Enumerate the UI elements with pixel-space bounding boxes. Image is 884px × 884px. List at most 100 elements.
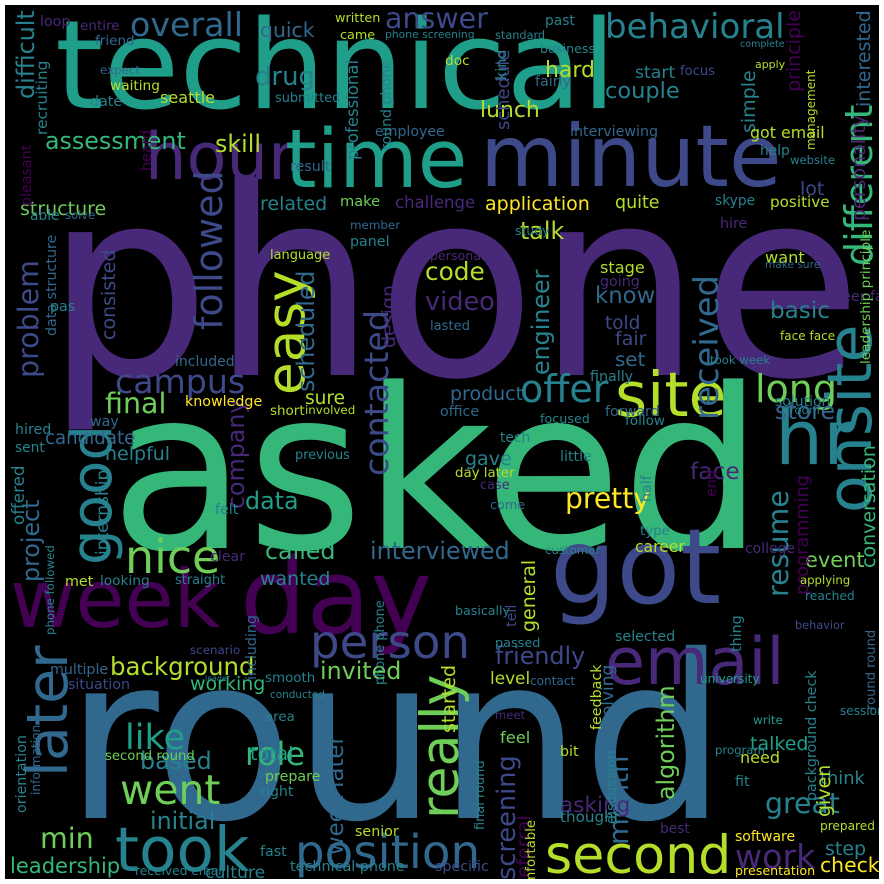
- cloud-word: sure: [305, 388, 345, 409]
- cloud-word: interested: [853, 10, 875, 107]
- cloud-word: basic: [770, 298, 830, 324]
- cloud-word: couple: [605, 78, 680, 104]
- cloud-word: smooth: [265, 671, 316, 686]
- cloud-word: language: [270, 248, 331, 263]
- cloud-word: thought: [560, 808, 620, 826]
- cloud-word: university: [700, 672, 760, 686]
- cloud-word: loop: [40, 14, 71, 30]
- cloud-word: gave: [465, 448, 512, 470]
- cloud-word: skype: [715, 193, 756, 209]
- cloud-word: way: [90, 414, 119, 430]
- cloud-word: leadership: [10, 853, 121, 878]
- cloud-word: email: [605, 625, 785, 700]
- cloud-word: know: [595, 283, 656, 309]
- cloud-word: website: [790, 153, 836, 167]
- cloud-word: interviewed: [370, 537, 510, 565]
- cloud-word: comfortable: [524, 819, 539, 879]
- cloud-word: lasted: [430, 319, 470, 334]
- cloud-word: day later: [455, 466, 515, 481]
- cloud-word: kind: [494, 49, 510, 80]
- cloud-word: talked: [750, 733, 809, 755]
- cloud-word: panel: [350, 234, 390, 250]
- cloud-word: feel: [500, 728, 531, 747]
- cloud-word: career fair: [820, 289, 879, 305]
- cloud-word: little: [560, 449, 592, 465]
- cloud-word: behavior: [795, 619, 845, 632]
- cloud-word: session: [840, 704, 879, 718]
- cloud-word: software: [735, 829, 796, 845]
- cloud-word: position: [295, 826, 481, 879]
- cloud-word: want: [765, 248, 805, 267]
- cloud-word: hired: [15, 422, 52, 438]
- cloud-word: knowledge: [185, 394, 263, 410]
- cloud-word: store: [775, 397, 836, 425]
- cloud-word: contact: [530, 674, 576, 688]
- cloud-word: engineer: [527, 269, 555, 375]
- cloud-word: pas: [50, 299, 76, 315]
- cloud-word: talk: [520, 217, 565, 245]
- cloud-word: included: [175, 354, 235, 370]
- cloud-word: related: [260, 193, 328, 215]
- cloud-word: followed: [187, 170, 231, 330]
- cloud-word: person: [310, 616, 471, 670]
- cloud-word: second: [545, 826, 732, 879]
- cloud-word: conversation: [858, 445, 879, 568]
- cloud-word: discussion: [604, 750, 620, 824]
- cloud-word: design: [378, 284, 400, 348]
- cloud-word: meet: [495, 708, 525, 722]
- cloud-word: bit: [560, 744, 579, 760]
- cloud-word: think: [820, 768, 865, 789]
- cloud-word: got email: [750, 123, 825, 142]
- cloud-word: round phone: [379, 60, 395, 150]
- cloud-word: employee: [375, 124, 445, 140]
- cloud-word: right: [260, 784, 294, 800]
- cloud-word: problem: [12, 260, 45, 378]
- cloud-word: leadership principle: [858, 229, 874, 364]
- cloud-word: multiple: [50, 662, 109, 678]
- cloud-word: looking: [100, 573, 150, 589]
- cloud-word: end: [704, 470, 720, 497]
- cloud-word: answer: [385, 5, 488, 35]
- cloud-word: written: [335, 11, 381, 26]
- cloud-word: day: [240, 536, 433, 658]
- cloud-word: half: [639, 475, 655, 502]
- cloud-word: quite: [615, 193, 660, 213]
- cloud-word: prepare: [265, 769, 321, 785]
- cloud-word: reached: [805, 589, 855, 603]
- cloud-word: initial: [150, 807, 216, 835]
- cloud-word: college: [745, 541, 796, 557]
- cloud-word: got: [550, 506, 722, 628]
- cloud-word: work: [735, 837, 816, 876]
- cloud-word: stage: [600, 258, 645, 277]
- cloud-word: standard: [495, 29, 546, 42]
- cloud-word: background check: [804, 670, 820, 801]
- cloud-word: went: [120, 766, 221, 814]
- cloud-word: round round: [864, 629, 879, 710]
- cloud-word: hour: [145, 119, 295, 195]
- cloud-word: product: [450, 383, 524, 405]
- cloud-word: conducted: [270, 689, 325, 701]
- cloud-word: selected: [615, 629, 676, 645]
- cloud-word: pretty: [565, 482, 650, 515]
- cloud-word: management: [804, 69, 818, 150]
- cloud-word: fit: [735, 774, 750, 790]
- cloud-word: study: [515, 223, 550, 238]
- cloud-word: sent: [15, 440, 45, 456]
- cloud-word: hire: [720, 216, 748, 232]
- cloud-word: phone screening: [385, 28, 475, 41]
- cloud-word: site: [615, 359, 727, 431]
- cloud-word: career: [635, 538, 685, 556]
- cloud-word: heard: [139, 129, 155, 171]
- cloud-word: wanted: [260, 568, 331, 590]
- cloud-word: time: [285, 113, 468, 207]
- cloud-word: background: [110, 652, 255, 681]
- cloud-word: entire: [80, 18, 120, 34]
- cloud-word: date: [90, 94, 123, 110]
- cloud-word: type: [640, 524, 670, 539]
- cloud-word: interviewing: [570, 124, 659, 140]
- cloud-word: scheduled: [292, 270, 320, 392]
- cloud-word: culture: [205, 863, 266, 879]
- cloud-word: came: [340, 28, 376, 43]
- word-cloud: phone asked round technical minute hour time we…: [5, 5, 879, 879]
- cloud-word: waiting: [110, 78, 160, 94]
